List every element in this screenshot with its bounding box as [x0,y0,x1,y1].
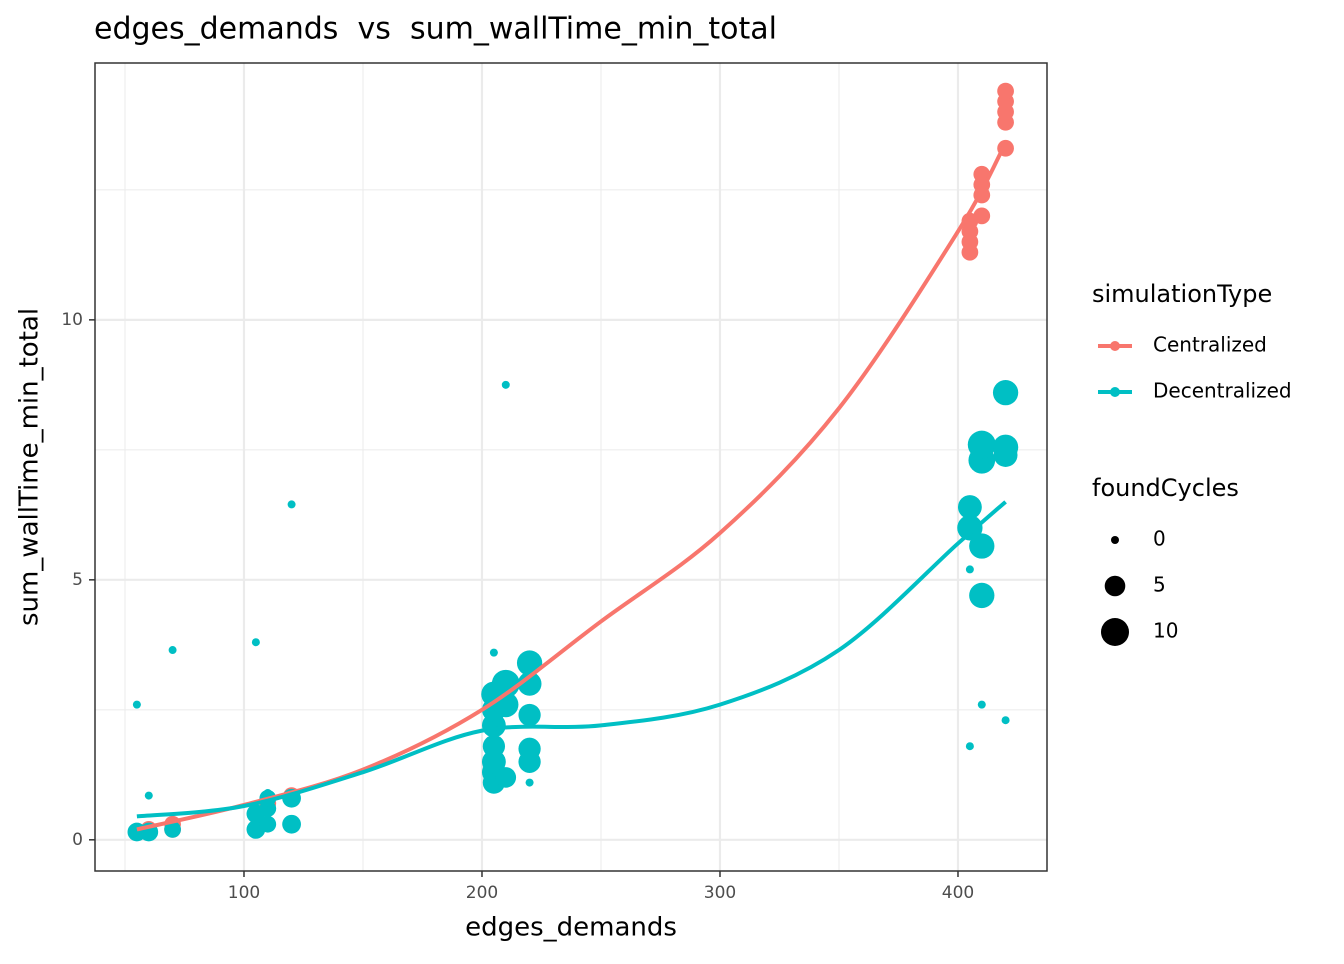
point [495,767,517,788]
point [263,789,272,798]
x-axis-title: edges_demands [465,913,677,943]
x-tick-label: 400 [942,883,974,903]
y-tick-label: 5 [72,570,83,590]
point [525,778,534,787]
point [518,737,541,760]
point [969,533,995,559]
point [251,638,260,647]
point [969,582,995,609]
x-tick-label: 300 [704,883,736,903]
x-tick-label: 100 [228,883,260,903]
point [957,515,983,541]
point [517,671,542,696]
x-tick-label: 200 [466,883,498,903]
legend-size-key [1111,536,1119,544]
point [965,742,974,751]
legend-size-key [1104,575,1126,597]
point [287,500,296,509]
marks [127,82,1019,842]
y-tick-label: 10 [61,310,83,330]
chart-title: edges_demands vs sum_wallTime_min_total [94,12,777,47]
legend-key-point [1110,341,1120,351]
point [967,430,996,459]
y-axis-title: sum_wallTime_min_total [15,308,45,626]
legend-label: 5 [1153,573,1166,597]
point [997,82,1014,100]
point [144,791,153,800]
legend-title: simulationType [1092,280,1272,308]
panel [95,63,1047,871]
point [259,815,277,833]
grid [95,63,1047,871]
legend-label: 10 [1153,619,1178,643]
legend-size-key [1101,618,1129,646]
point [992,434,1019,460]
point [518,703,541,727]
legend-label: 0 [1153,527,1166,551]
legend-label: Centralized [1153,333,1267,357]
point [164,821,181,838]
fit-line [136,500,1007,819]
point [1001,716,1010,725]
point [501,380,510,389]
panel-border [94,62,1048,872]
point [482,735,506,758]
point [973,207,991,225]
point [132,700,141,709]
point [489,648,498,657]
legend-label: Decentralized [1153,379,1292,403]
point [168,646,177,655]
point [992,379,1019,406]
point [282,814,301,834]
legend-key-point [1110,387,1120,397]
legend-title: foundCycles [1092,474,1239,502]
point [481,749,506,774]
point [965,565,974,574]
y-tick-label: 0 [72,830,83,850]
point [957,495,982,519]
point [977,700,986,709]
